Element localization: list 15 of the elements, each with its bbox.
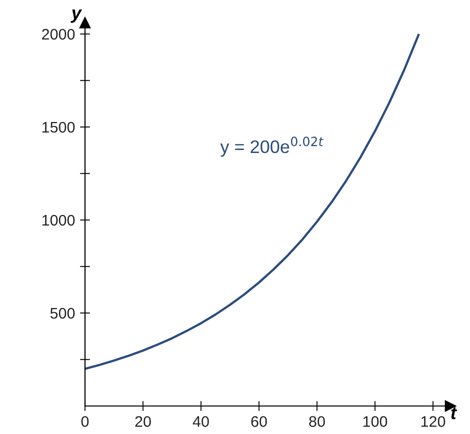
line-series — [85, 34, 420, 370]
x-tick-label: 40 — [192, 416, 209, 427]
x-tick-label: 20 — [135, 416, 151, 427]
x-axis-title: t — [451, 407, 458, 420]
x-tick-label: 80 — [309, 416, 325, 427]
y-tick-label: 2000 — [42, 28, 75, 40]
y-tick-label: 1500 — [42, 122, 75, 133]
annotation: y = 200e$^{0.02t}$ — [220, 136, 324, 157]
x-tick-label: 60 — [251, 416, 267, 427]
y-tick-label: 500 — [50, 308, 75, 319]
x-tick-label: 100 — [363, 416, 388, 427]
y-tick-label: 1000 — [42, 214, 75, 226]
x-tick-label: 120 — [421, 416, 446, 427]
x-tick-label: 0 — [81, 416, 89, 427]
y-axis-title: y — [70, 10, 82, 23]
